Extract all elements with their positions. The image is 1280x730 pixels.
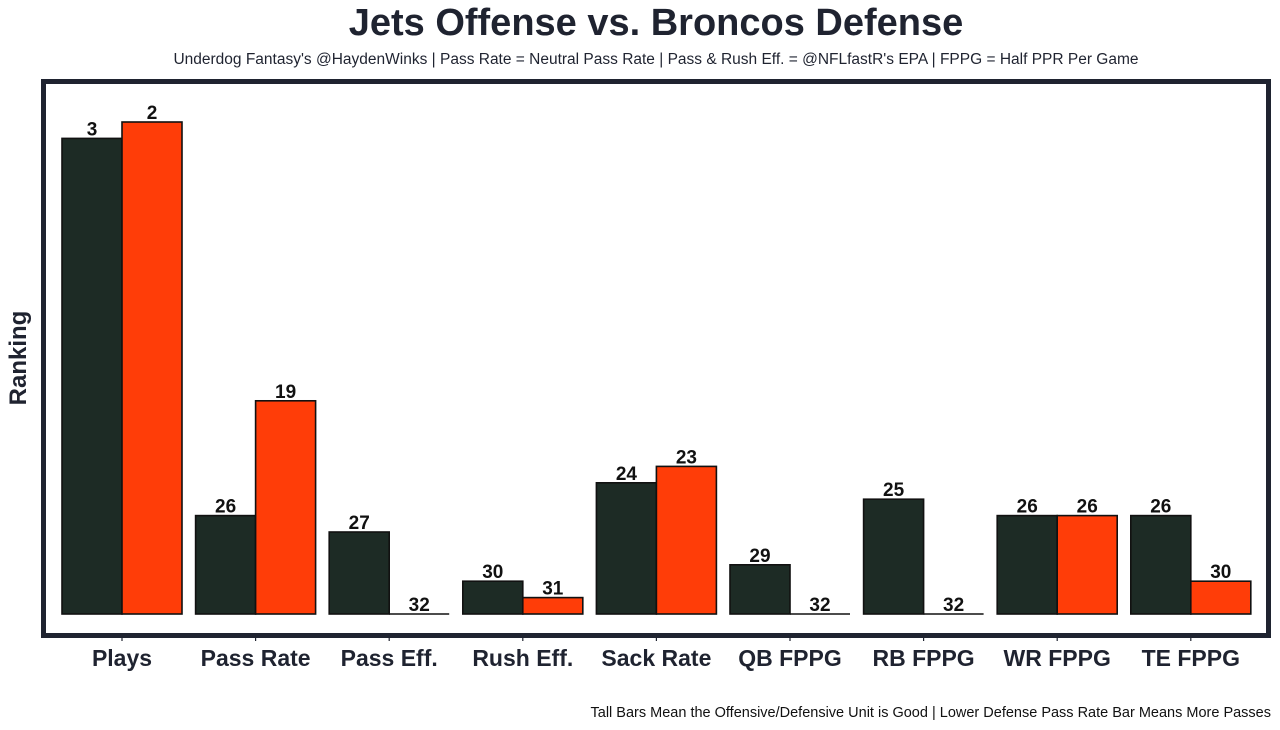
bar-label: 27 <box>349 513 370 534</box>
bar-defense-1 <box>254 399 317 615</box>
bar-offense-7 <box>996 514 1059 615</box>
bar-offense-1 <box>194 514 257 615</box>
bar-offense-6 <box>862 498 925 615</box>
bars-group <box>61 121 1252 615</box>
bar-offense-4 <box>595 481 658 615</box>
bar-label: 3 <box>87 119 98 140</box>
bar-label: 2 <box>147 103 158 124</box>
bar-label: 32 <box>409 595 430 616</box>
bar-defense-3 <box>521 596 584 615</box>
x-tick-label: Plays <box>92 645 152 671</box>
bar-label: 23 <box>676 447 697 468</box>
x-tick-label: RB FPPG <box>872 645 974 671</box>
bar-offense-2 <box>328 531 391 615</box>
x-tick-label: QB FPPG <box>738 645 842 671</box>
bar-defense-8 <box>1190 580 1252 615</box>
bar-label: 26 <box>1077 497 1098 518</box>
bar-label: 25 <box>883 480 905 501</box>
bar-offense-3 <box>461 580 524 615</box>
bar-label: 30 <box>1210 562 1231 583</box>
bar-label: 32 <box>809 595 830 616</box>
bar-offense-5 <box>729 563 791 615</box>
bar-label: 26 <box>1150 497 1171 518</box>
x-axis: Plays Pass Rate Pass Eff. Rush Eff. Sack Rat… <box>92 637 1240 671</box>
plot-frame <box>41 79 1271 638</box>
x-tick-label: Pass Eff. <box>341 645 438 671</box>
bar-label: 29 <box>749 546 770 567</box>
bar-label: 30 <box>482 562 503 583</box>
chart-title: Jets Offense vs. Broncos Defense <box>348 2 964 44</box>
bar-label: 31 <box>542 579 564 600</box>
x-tick-label: Pass Rate <box>201 645 311 671</box>
bar-label: 24 <box>616 464 638 485</box>
bar-defense-0 <box>121 121 183 615</box>
bar-label: 32 <box>943 595 964 616</box>
x-tick-label: WR FPPG <box>1004 645 1111 671</box>
chart-footnote: Tall Bars Mean the Offensive/Defensive U… <box>590 705 1271 721</box>
bar-offense-8 <box>1130 514 1192 615</box>
bar-label: 19 <box>275 382 296 403</box>
bar-defense-4 <box>655 465 718 615</box>
bar-offense-0 <box>61 137 123 615</box>
chart-subtitle: Underdog Fantasy's @HaydenWinks | Pass R… <box>173 51 1139 68</box>
x-tick-label: Rush Eff. <box>472 645 573 671</box>
bar-label: 26 <box>1017 497 1038 518</box>
bar-label: 26 <box>215 497 236 518</box>
bar-defense-7 <box>1056 514 1118 615</box>
x-tick-label: TE FPPG <box>1142 645 1240 671</box>
x-tick-label: Sack Rate <box>601 645 711 671</box>
